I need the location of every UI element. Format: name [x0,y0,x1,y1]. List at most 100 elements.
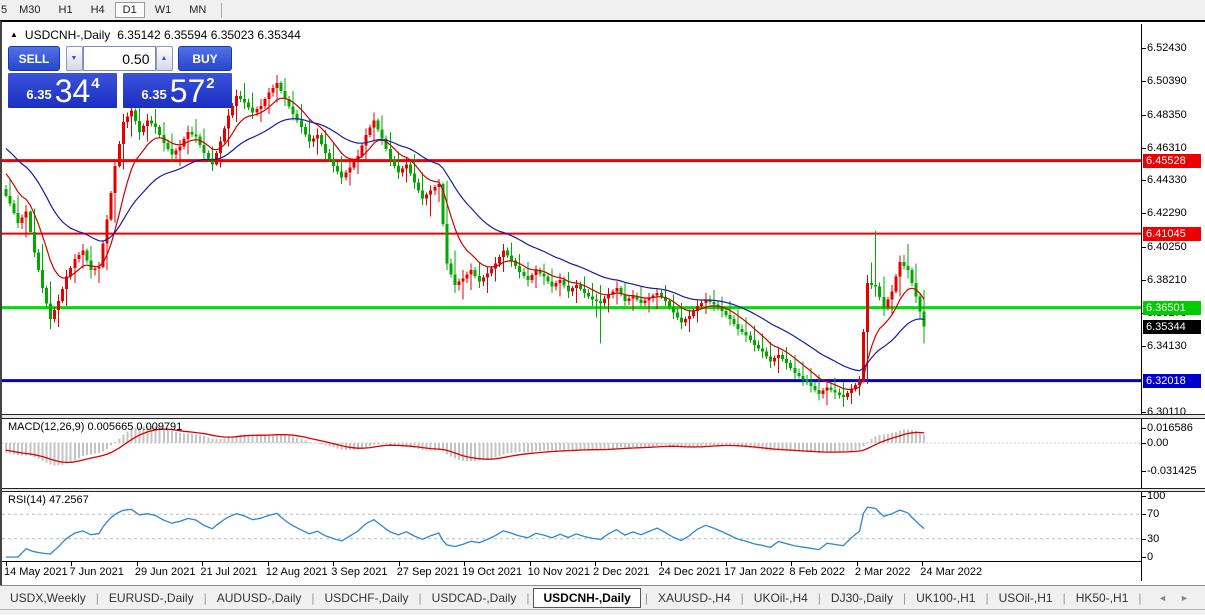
macd-histogram-bar [907,429,910,443]
candle-body [700,302,704,307]
timeframe-partial[interactable]: 5 [1,4,8,16]
candle-body [299,120,303,127]
sell-price-display[interactable]: 6.35 34 4 [8,73,117,108]
macd-histogram-bar [716,443,719,445]
macd-histogram-bar [781,443,784,451]
candle-body [651,295,655,298]
tab-scroll-left-icon[interactable]: ◄ [1158,593,1167,603]
macd-histogram-bar [25,443,28,456]
candle-body [8,196,12,204]
collapse-panel-icon[interactable]: ▲ [10,29,18,39]
macd-axis-label: -0.031425 [1147,464,1197,477]
macd-histogram-bar [575,443,578,450]
candle-body [841,394,845,398]
buy-price-display[interactable]: 6.35 57 2 [123,73,232,108]
candle-body [279,82,283,92]
candle-body [886,299,890,308]
macd-histogram-bar [591,443,594,450]
macd-panel-resize-bar[interactable] [2,414,1205,419]
macd-histogram-bar [433,443,436,451]
lot-decrease-button[interactable]: ▼ [65,46,83,71]
macd-histogram-bar [542,443,545,451]
timeframe-h1[interactable]: H1 [58,4,73,16]
candle-body [870,283,874,285]
candle-body [724,310,728,316]
axis-tick [1142,470,1146,472]
price-axis-label: 6.34130 [1147,340,1187,353]
candle-body [4,188,8,197]
timeframe-mn[interactable]: MN [189,4,207,16]
macd-histogram-bar [636,443,639,448]
timeframe-m30[interactable]: M30 [19,4,41,16]
macd-histogram-bar [498,443,501,457]
candle-body [154,123,158,127]
macd-histogram-bar [623,443,626,448]
chart-tab-eurusd-daily[interactable]: EURUSD-,Daily [108,591,194,605]
chart-tab-hk50-h1[interactable]: HK50-,H1 [1075,591,1129,605]
rsi-panel-resize-bar[interactable] [2,488,1205,492]
candle-body [773,358,777,362]
chart-tab-uk100-h1[interactable]: UK100-,H1 [916,591,976,605]
macd-histogram-bar [627,443,630,448]
candle-body [336,166,340,172]
macd-histogram-bar [247,434,250,443]
sell-button[interactable]: SELL [8,46,60,71]
chart-tab-usdcnh-daily[interactable]: USDCNH-,Daily [533,588,641,608]
macd-histogram-bar [154,426,157,443]
candle-body [28,211,32,232]
macd-histogram-bar [619,443,622,448]
tab-scroll-right-icon[interactable]: ► [1180,593,1189,603]
candle-body [631,296,635,299]
candle-body [882,297,886,308]
date-label: 14 May 2021 [4,566,68,578]
macd-histogram-bar [648,443,651,447]
macd-histogram-bar [749,443,752,448]
axis-tick [1142,346,1146,348]
candle-body [251,107,255,113]
macd-histogram-bar [522,443,525,453]
timeframe-d1[interactable]: D1 [114,2,145,18]
buy-button[interactable]: BUY [178,46,232,71]
price-axis[interactable]: 6.52430 6.50390 6.48350 6.46310 6.44330 6.422… [1141,24,1205,581]
candle-body [708,299,712,302]
candle-body [48,303,52,320]
lot-size-input[interactable] [82,46,156,71]
timeframe-h4[interactable]: H4 [90,4,105,16]
macd-histogram-bar [251,434,254,443]
macd-histogram-bar [73,443,76,460]
macd-histogram-bar [656,443,659,446]
date-tick [725,562,727,566]
candle-body [777,354,781,359]
candle-body [522,271,526,276]
macd-histogram-bar [441,443,444,452]
macd-chart-area[interactable] [2,419,1141,488]
chart-tab-ukoil-h4[interactable]: UKOil-,H4 [753,591,808,605]
macd-histogram-bar [178,433,181,443]
time-axis[interactable]: 14 May 2021 7 Jun 2021 29 Jun 2021 21 Jul 2… [2,561,1205,586]
chart-window: ▲ USDCNH-,Daily 6.35142 6.35594 6.35023 … [0,20,1205,586]
chart-tab-dj30-daily[interactable]: DJ30-,Daily [830,591,893,605]
macd-histogram-bar [599,443,602,450]
date-tick [922,562,924,566]
chart-tab-usdchf-daily[interactable]: USDCHF-,Daily [324,591,409,605]
macd-histogram-bar [9,443,12,454]
lot-increase-button[interactable]: ▲ [155,46,173,71]
rsi-chart-area[interactable] [2,492,1141,559]
timeframe-w1[interactable]: W1 [154,4,172,16]
chart-tab-usdcad-daily[interactable]: USDCAD-,Daily [431,591,517,605]
candle-body [311,138,315,142]
date-tick [202,562,204,566]
candle-body [360,145,364,157]
chart-tab-usoil-h1[interactable]: USOil-,H1 [998,591,1053,605]
candle-body [566,285,570,292]
date-label: 2 Mar 2022 [854,566,911,578]
candle-body [125,116,129,123]
chart-tab-xauusd-h4[interactable]: XAUUSD-,H4 [657,591,731,605]
price-chart-area[interactable] [2,24,1141,416]
candle-body [222,128,226,142]
macd-histogram-bar [615,443,618,448]
chart-tab-usdx-weekly[interactable]: USDX,Weekly [10,591,86,605]
macd-histogram-bar [720,443,723,445]
chart-tab-audusd-daily[interactable]: AUDUSD-,Daily [216,591,302,605]
candle-body [267,92,271,100]
